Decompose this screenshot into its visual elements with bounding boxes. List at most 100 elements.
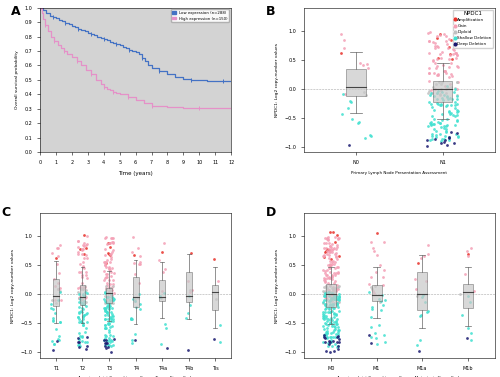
Point: [81, 284, 89, 290]
Point: [367, 239, 375, 245]
Point: [447, 102, 455, 108]
Point: [80, 298, 88, 304]
Point: [326, 270, 334, 276]
Point: [77, 299, 85, 305]
Point: [326, 289, 334, 295]
Point: [332, 321, 340, 327]
Point: [104, 288, 112, 294]
Point: [416, 337, 424, 343]
Point: [462, 248, 470, 254]
Point: [426, 119, 434, 125]
Point: [462, 271, 469, 277]
Point: [102, 283, 110, 289]
Point: [431, 43, 439, 49]
Point: [78, 338, 86, 344]
Point: [320, 254, 328, 260]
Point: [100, 290, 108, 296]
Point: [340, 37, 348, 43]
Point: [453, 93, 461, 99]
Point: [108, 251, 116, 257]
Point: [75, 295, 83, 301]
Bar: [53, 279, 59, 306]
Point: [82, 311, 90, 317]
Point: [80, 312, 88, 318]
Point: [438, 95, 446, 101]
Point: [328, 261, 336, 267]
Point: [325, 293, 333, 299]
Point: [82, 242, 90, 248]
Point: [76, 296, 84, 302]
Point: [326, 330, 334, 336]
Point: [453, 52, 461, 58]
Point: [321, 290, 329, 296]
Point: [110, 296, 118, 302]
Point: [135, 291, 143, 297]
Point: [366, 314, 374, 320]
Point: [322, 325, 330, 331]
Point: [322, 316, 330, 322]
Point: [328, 317, 336, 323]
Point: [322, 240, 330, 246]
Point: [380, 297, 388, 303]
Point: [76, 299, 84, 305]
Point: [322, 267, 330, 273]
Point: [320, 316, 328, 322]
Point: [444, 63, 452, 69]
Point: [186, 302, 194, 308]
Point: [452, 55, 460, 61]
Point: [108, 269, 116, 275]
Point: [326, 317, 334, 323]
Point: [330, 245, 338, 251]
Point: [329, 287, 337, 293]
Bar: [434, 81, 452, 102]
Point: [432, 35, 440, 41]
Point: [334, 269, 342, 275]
Point: [451, 102, 459, 108]
Bar: [462, 284, 472, 308]
Point: [328, 290, 336, 296]
Point: [470, 288, 478, 294]
Point: [106, 251, 114, 257]
Point: [330, 294, 338, 300]
Point: [100, 298, 108, 304]
Point: [442, 128, 450, 134]
Point: [320, 339, 328, 345]
Point: [136, 280, 143, 286]
Point: [364, 280, 372, 287]
Point: [74, 251, 82, 257]
Bar: [106, 288, 112, 303]
Point: [424, 308, 432, 314]
Point: [320, 276, 328, 282]
Point: [442, 129, 450, 135]
Point: [101, 316, 109, 322]
Point: [80, 312, 88, 318]
Point: [104, 321, 112, 327]
Point: [102, 300, 110, 306]
Point: [368, 307, 376, 313]
Point: [376, 297, 384, 303]
Point: [76, 333, 84, 339]
X-axis label: American Joint Committee on Cancer Tumor Stage Code: American Joint Committee on Cancer Tumor…: [78, 376, 194, 377]
Point: [466, 299, 474, 305]
Point: [80, 291, 88, 297]
Point: [424, 123, 432, 129]
Point: [437, 81, 445, 87]
Point: [324, 247, 332, 253]
Point: [51, 297, 59, 303]
Point: [368, 334, 376, 340]
Point: [186, 293, 194, 299]
Point: [80, 339, 88, 345]
Point: [109, 235, 117, 241]
Point: [330, 280, 338, 286]
Point: [326, 302, 334, 308]
Point: [83, 339, 91, 345]
Point: [347, 98, 355, 104]
Point: [330, 294, 338, 300]
Point: [108, 291, 116, 297]
Point: [330, 246, 338, 252]
Point: [332, 288, 340, 294]
Point: [56, 242, 64, 248]
Point: [104, 293, 112, 299]
Point: [450, 104, 458, 110]
Point: [324, 287, 332, 293]
